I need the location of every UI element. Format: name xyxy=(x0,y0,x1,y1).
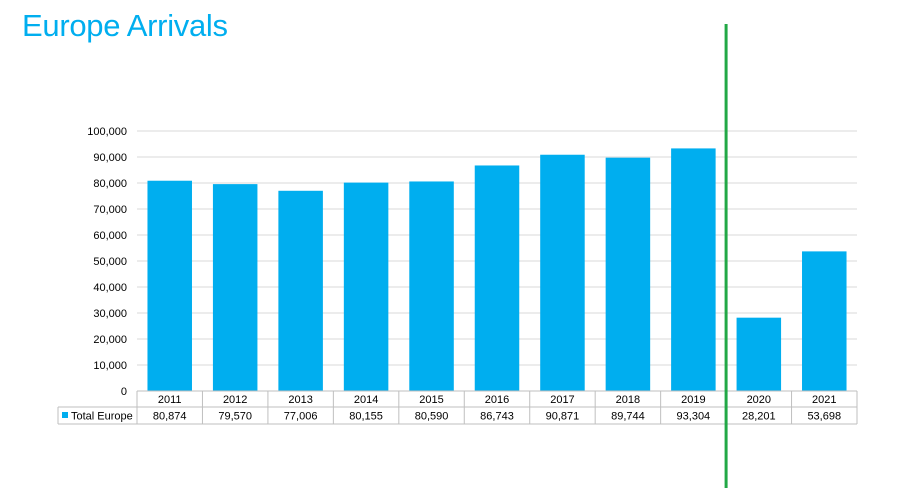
x-tick-label: 2021 xyxy=(812,394,836,406)
legend-swatch xyxy=(62,412,68,418)
bar xyxy=(474,165,520,391)
x-tick-label: 2020 xyxy=(747,394,771,406)
x-tick-label: 2018 xyxy=(616,394,640,406)
x-tick-label: 2015 xyxy=(419,394,443,406)
y-tick-label: 40,000 xyxy=(93,282,127,294)
y-tick-label: 30,000 xyxy=(93,308,127,320)
data-table-value: 53,698 xyxy=(807,411,841,423)
y-tick-label: 90,000 xyxy=(93,152,127,164)
y-tick-label: 70,000 xyxy=(93,204,127,216)
x-tick-label: 2016 xyxy=(485,394,509,406)
data-table-value: 79,570 xyxy=(218,411,252,423)
y-tick-label: 20,000 xyxy=(93,334,127,346)
bar xyxy=(671,148,716,391)
x-tick-label: 2019 xyxy=(681,394,705,406)
bar xyxy=(147,180,192,391)
slide-title: Europe Arrivals xyxy=(22,8,228,43)
data-table-value: 93,304 xyxy=(677,411,711,423)
data-table-value: 86,743 xyxy=(480,411,514,423)
y-tick-label: 50,000 xyxy=(93,256,127,268)
bar xyxy=(343,182,389,391)
bar xyxy=(409,181,454,391)
y-tick-label: 60,000 xyxy=(93,230,127,242)
data-table-value: 28,201 xyxy=(742,411,776,423)
bar xyxy=(736,317,782,391)
data-table-value: 90,871 xyxy=(546,411,580,423)
y-tick-label: 80,000 xyxy=(93,178,127,190)
data-table-value: 80,874 xyxy=(153,411,187,423)
data-table-value: 80,155 xyxy=(349,411,383,423)
bar xyxy=(540,154,585,391)
bar xyxy=(278,190,323,391)
data-table-value: 89,744 xyxy=(611,411,645,423)
data-table-value: 80,590 xyxy=(415,411,449,423)
x-tick-label: 2017 xyxy=(550,394,574,406)
x-tick-label: 2014 xyxy=(354,394,378,406)
x-tick-label: 2013 xyxy=(288,394,312,406)
bar xyxy=(212,184,258,391)
legend-label: Total Europe xyxy=(71,411,133,423)
y-tick-label: 10,000 xyxy=(93,360,127,372)
bar xyxy=(605,157,651,391)
y-tick-label: 0 xyxy=(121,386,127,398)
data-table-value: 77,006 xyxy=(284,411,318,423)
x-tick-label: 2012 xyxy=(223,394,247,406)
x-tick-label: 2011 xyxy=(158,394,182,406)
bar xyxy=(802,251,847,391)
y-tick-label: 100,000 xyxy=(87,126,127,138)
